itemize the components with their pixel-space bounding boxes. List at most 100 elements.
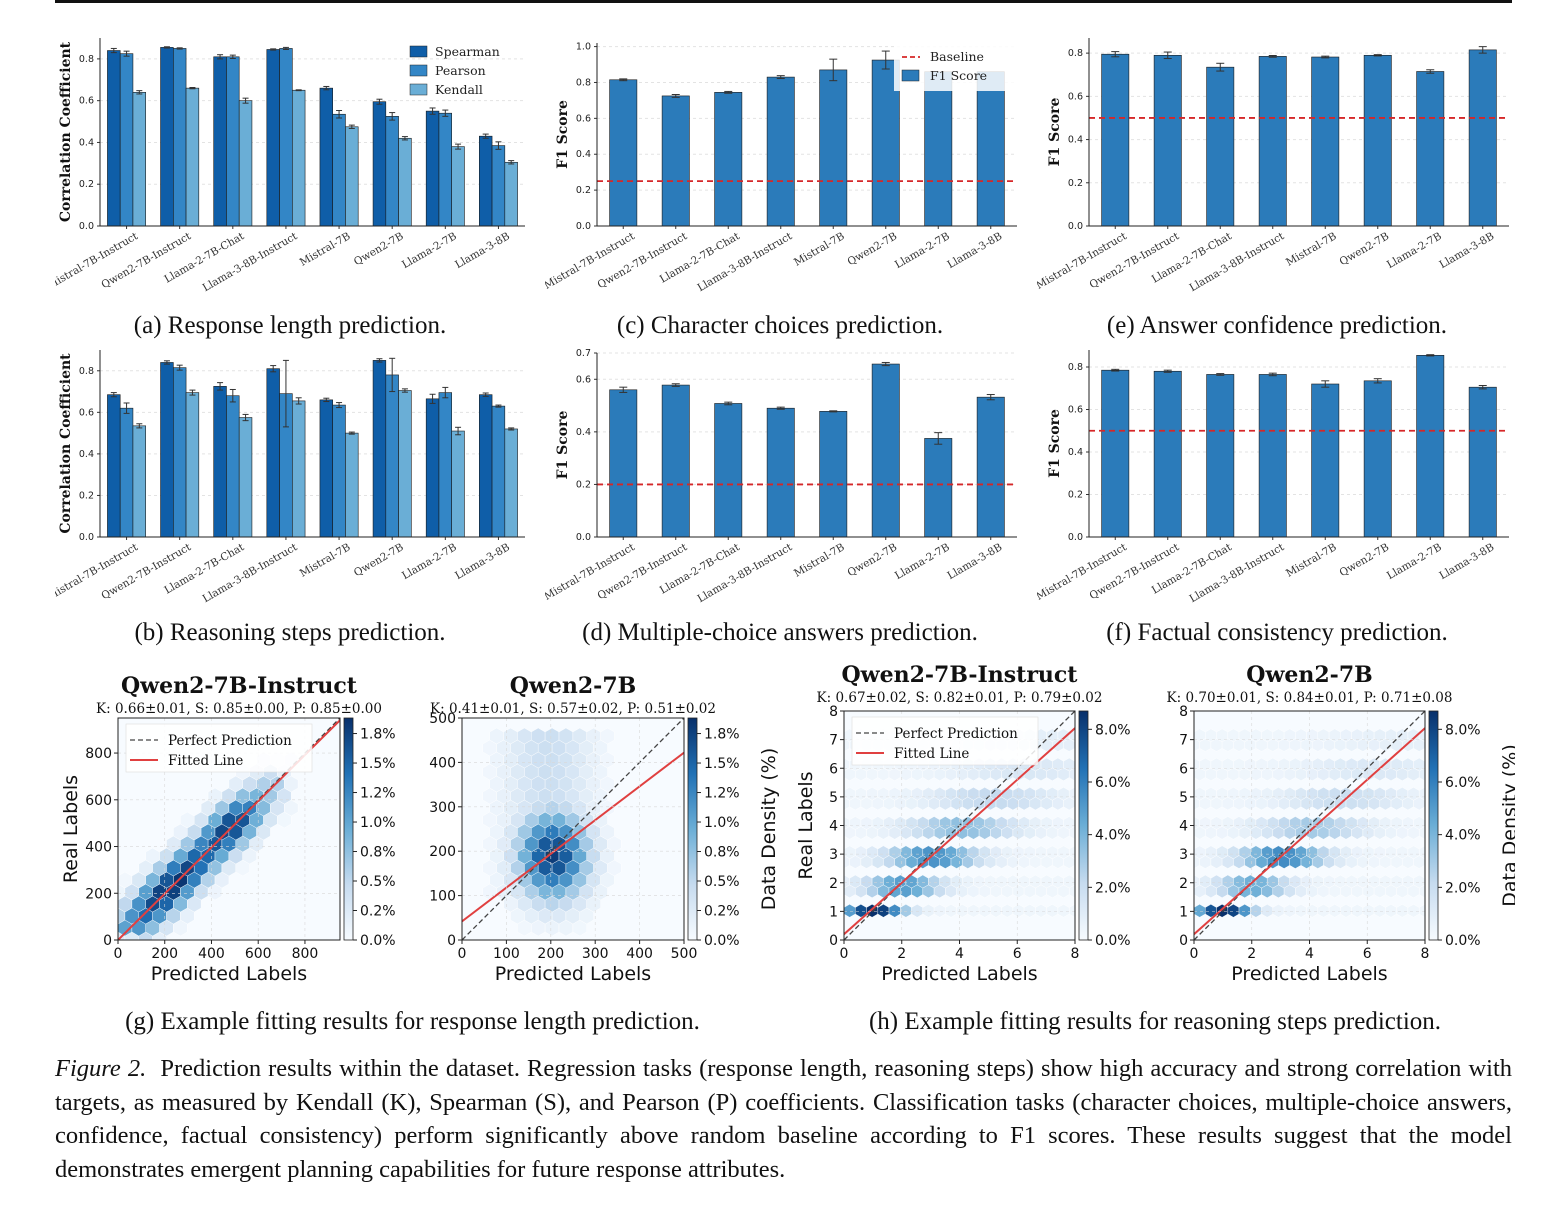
x-tick-label: Qwen2-7B <box>352 230 406 268</box>
x-tick-label: Qwen2-7B <box>845 541 899 579</box>
colorbar-tick-label: 8.0% <box>1095 722 1131 738</box>
bar-f1 <box>609 389 638 538</box>
y-tick-label: 0.6 <box>576 113 591 124</box>
hexbin-layer <box>462 718 684 940</box>
bar-f1 <box>1153 54 1182 227</box>
plot-area-d: 0.00.20.40.60.7Mistral-7B-InstructQwen2-… <box>545 348 1017 605</box>
y-tick-label: 0.8 <box>79 54 94 65</box>
caption-f: (f) Factual consistency prediction. <box>1106 619 1448 646</box>
y-tick-label: 0.8 <box>1068 48 1083 59</box>
plot-area-b: 0.00.20.40.60.8Mistral-7B-InstructQwen2-… <box>55 350 525 605</box>
chart-subtitle: K: 0.67±0.02, S: 0.82±0.01, P: 0.79±0.02 <box>817 690 1103 706</box>
caption-a: (a) Response length prediction. <box>133 312 447 339</box>
y-tick-label: 0 <box>447 933 456 949</box>
x-tick-label: Qwen2-7B <box>1337 541 1391 579</box>
chart-e: 0.0 0.2 0.4 0.6 0.8 Mistral-7B-Instruct Qwen2-… <box>1037 28 1517 313</box>
hexbin-cell <box>600 727 615 745</box>
legend-label: Perfect Prediction <box>894 726 1018 742</box>
y-tick-label: 0.4 <box>576 427 591 438</box>
x-tick-label: Qwen2-7B-Instruct <box>1087 541 1181 602</box>
bar-kendall <box>451 146 465 227</box>
bar-f1 <box>1206 374 1235 538</box>
y-axis-label: Correlation Coefficient <box>58 353 74 534</box>
bar-f1 <box>661 95 690 227</box>
x-tick-label: Mistral-7B-Instruct <box>545 541 637 603</box>
bar-pearson <box>438 112 452 227</box>
x-tick-label: Mistral-7B-Instruct <box>1037 230 1129 292</box>
bar-spearman <box>213 386 227 538</box>
y-tick-label: 0.2 <box>1068 490 1083 501</box>
x-tick-label: 200 <box>537 946 564 962</box>
y-axis-label: F1 Score <box>555 100 571 169</box>
bar-f1 <box>766 76 795 227</box>
y-tick-label: 5 <box>829 790 838 806</box>
fitted-line <box>462 751 684 923</box>
bar-kendall <box>238 417 253 538</box>
legend-swatch <box>901 69 920 82</box>
bar-kendall <box>292 400 306 538</box>
bar-f1 <box>714 403 743 538</box>
y-tick-label: 0.4 <box>79 137 94 148</box>
legend-swatch <box>409 83 428 96</box>
caption-g: (g) Example fitting results for response… <box>125 1008 700 1035</box>
bar-pearson <box>173 367 187 538</box>
y-tick-label: 7 <box>1179 733 1188 749</box>
x-tick-label: 600 <box>245 946 272 962</box>
caption-e: (e) Answer confidence prediction. <box>1106 312 1448 339</box>
x-tick-label: 0 <box>114 946 123 962</box>
bar-f1 <box>1468 49 1497 227</box>
colorbar-label: Data Density (%) <box>758 748 780 911</box>
y-tick-label: 2 <box>1179 876 1188 892</box>
legend-box <box>894 45 1016 91</box>
x-tick-label: Llama-3-8B-Instruct <box>695 541 794 605</box>
x-tick-label: 6 <box>1363 946 1372 962</box>
x-tick-label: Llama-3-8B-Instruct <box>201 230 300 294</box>
y-tick-label: 8 <box>829 704 838 720</box>
chart-title: Qwen2-7B <box>510 673 636 699</box>
colorbar-tick-label: 1.8% <box>360 727 396 743</box>
y-tick-label: 0.6 <box>1068 91 1083 102</box>
bar-spearman <box>107 394 121 538</box>
x-tick-label: 2 <box>897 946 906 962</box>
bar-pearson <box>332 113 346 227</box>
x-tick-label: 200 <box>151 946 178 962</box>
bar-kendall <box>345 432 359 538</box>
x-tick-label: Mistral-7B <box>792 230 847 269</box>
colorbar-tick-label: 0.0% <box>704 933 740 949</box>
x-tick-label: Mistral-7B <box>298 230 353 269</box>
y-tick-label: 0.4 <box>79 449 94 460</box>
y-tick-label: 0.0 <box>576 221 591 232</box>
y-axis-label: F1 Score <box>1047 98 1063 167</box>
x-tick-label: Qwen2-7B-Instruct <box>99 230 193 291</box>
bar-spearman <box>107 50 121 227</box>
y-tick-label: 7 <box>829 733 838 749</box>
colorbar-tick-label: 1.0% <box>360 815 396 831</box>
y-tick-label: 0.0 <box>79 532 94 543</box>
x-tick-label: Llama-2-7B <box>400 230 459 271</box>
bar-pearson <box>438 392 452 538</box>
bar-kendall <box>238 100 253 227</box>
bar-pearson <box>119 53 134 227</box>
y-tick-label: 2 <box>829 876 838 892</box>
y-tick-label: 0.7 <box>576 348 591 359</box>
colorbar-tick-label: 1.5% <box>704 756 740 772</box>
colorbar-tick-label: 2.0% <box>1095 880 1131 896</box>
colorbar-tick-label: 6.0% <box>1095 775 1131 791</box>
colorbar-tick-label: 1.0% <box>704 815 740 831</box>
bar-pearson <box>385 116 399 227</box>
bar-spearman <box>266 368 280 538</box>
x-tick-label: 0 <box>1190 946 1199 962</box>
bar-pearson <box>491 405 506 538</box>
x-tick-label: 0 <box>840 946 849 962</box>
caption-h: (h) Example fitting results for reasonin… <box>868 1008 1442 1035</box>
colorbar-tick-label: 0.8% <box>360 845 396 861</box>
y-tick-label: 0.8 <box>576 77 591 88</box>
x-tick-label: Llama-3-8B-Instruct <box>201 541 300 605</box>
bar-spearman <box>425 398 440 538</box>
colorbar <box>1078 710 1089 941</box>
chart-b: 0.0 0.2 0.4 0.6 0.8 Mistral-7B-Instruct Qwen2-… <box>55 340 535 620</box>
bar-kendall <box>398 390 412 538</box>
y-tick-label: 0.8 <box>79 366 94 377</box>
y-tick-label: 0.4 <box>1068 135 1083 146</box>
bar-spearman <box>319 87 333 227</box>
